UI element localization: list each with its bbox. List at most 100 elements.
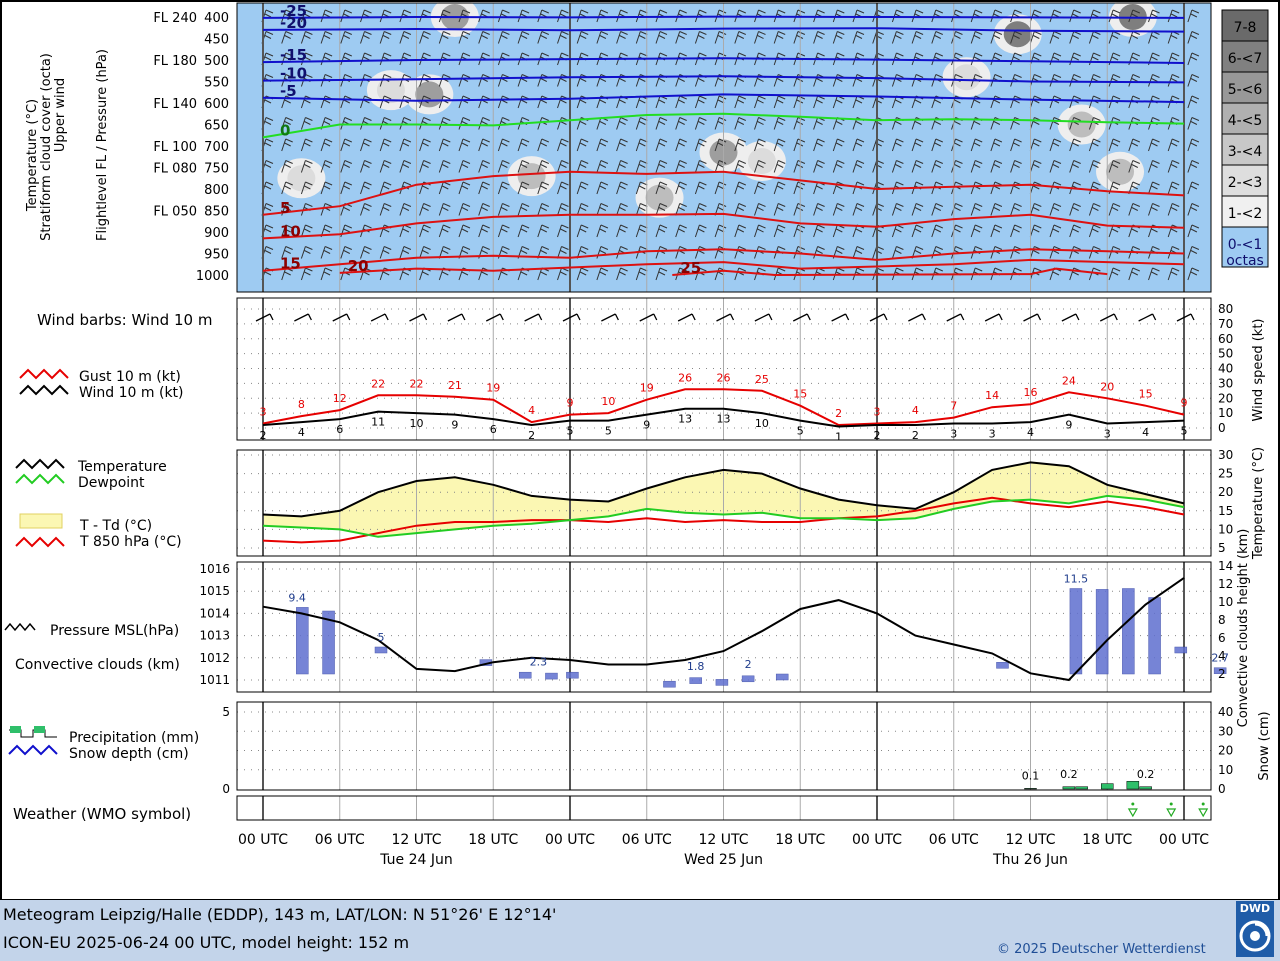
wind-barb-upper [478,31,490,44]
wind-barb-upper [1128,267,1140,281]
wind-barb-upper [773,138,786,152]
wind-barb-upper [616,224,628,238]
wind-data-label: 11 [371,416,385,429]
wind-barb-upper [360,52,372,66]
wind-barb-upper [458,203,471,216]
convective-bar [741,675,755,683]
wind-frame [236,297,1212,441]
wind-barb-upper [1148,203,1160,216]
wind-barb-upper [754,138,766,152]
wind-barb-upper [517,224,530,238]
isotherm [262,75,1185,84]
isotherm-label: -25 [280,2,307,20]
wind-barb-upper [1088,203,1101,216]
wind-barb-upper [813,203,825,216]
wind-barb-upper [1069,160,1081,173]
wind-barb-upper [1049,224,1062,238]
t850-legend-label: T 850 hPa (°C) [79,534,182,550]
temp-frame [236,449,1212,557]
temperature-panel: 5 10 15 20 25 30 Temperature (°C) TemperatureDe… [15,447,1266,560]
wind-barb-upper [1010,138,1022,152]
wind-barb-upper [1187,31,1200,44]
temp-tick-label: 30 [1218,448,1233,462]
flight-level-label: FL 140 [153,97,197,112]
wind-barb-upper [596,224,609,238]
wind-tick-label: 50 [1218,347,1233,361]
wind-data-label: 3 [989,428,996,441]
wind-barb-upper [773,224,786,238]
wind-barb-upper [596,246,609,259]
wind-data-label: 4 [298,426,305,439]
gust-data-label: 14 [985,389,999,402]
pressure-tick-label: 1012 [199,651,230,665]
wind-data-label: 10 [410,417,424,430]
wind-barb-upper [438,160,451,173]
wind-barb-upper [537,160,549,173]
wind-barb-upper [1167,74,1180,87]
wind-barb-upper [1187,160,1200,173]
wind-data-label: 9 [451,419,458,432]
wind-barb-upper [478,138,490,152]
gust-data-label: 26 [678,371,692,384]
wind-barb-upper [576,138,589,152]
time-tick-label: 00 UTC [238,832,288,848]
wind-barb-upper [478,203,490,216]
wind-barb-upper [517,181,530,195]
flight-level-label: FL 050 [153,205,197,220]
wind-barb-upper [399,138,412,152]
convective-label: 2 [745,658,752,671]
wind-barb-upper [360,160,372,173]
convective-bar [1148,597,1161,675]
gust-data-label: 7 [950,400,957,413]
wind-barb-10m [485,313,504,322]
wind-barb-upper [813,160,825,173]
wind-barb-upper [754,95,766,109]
wind-barb-upper [1010,203,1022,216]
wind-barb-upper [1088,160,1101,173]
precip-label: 0.2 [1060,768,1078,781]
wind-barb-upper [1167,203,1180,216]
wind-barb-10m [639,313,658,322]
wind-barb-10m [1138,313,1157,322]
wind-barb-upper [517,160,530,173]
gust-data-label: 22 [410,377,424,390]
wind-barb-upper [300,31,313,44]
snow-legend-icon [8,744,58,756]
temperature-line [262,461,1185,518]
wind-barb-upper [852,203,865,216]
wind-barb-10m [792,313,811,322]
gust-data-label: 9 [567,397,574,410]
convective-bar [374,646,388,654]
wind-barb-upper [675,117,687,130]
wind-barb-upper [675,181,687,195]
convective-bar [1095,589,1109,675]
gust-data-label: 21 [448,379,462,392]
wind-barb-upper [970,203,983,216]
isotherm-label: 5 [280,199,290,217]
wind-barb-upper [596,31,609,44]
wind-barb-upper [438,138,451,152]
wind-barb-upper [1148,181,1160,195]
wind-barb-upper [852,138,865,152]
time-tick-label: 12 UTC [698,832,748,848]
wind-barb-10m [1023,313,1042,322]
wind-barb-upper [990,31,1003,44]
precip-bar [1139,786,1152,790]
cloud-legend-label: 4-<5 [1228,113,1263,129]
pressure-legend-label: Pressure MSL(hPa) [50,623,179,639]
flight-level-label: FL 080 [153,162,197,177]
precip-label: 0.2 [1137,768,1155,781]
t850-legend-icon [15,536,65,548]
pressure-tick-label: 1016 [199,562,230,576]
wind-data-label: 2 [874,429,881,442]
wind-barb-upper [1049,117,1062,130]
wind-barb-upper [557,160,569,173]
wind-barb-upper [1167,267,1180,281]
wind-barb-upper [1187,95,1200,109]
wind-barb-upper [931,224,943,238]
wind-barb-upper [300,138,313,152]
wind-barb-10m [255,313,274,322]
wind-barb-upper [1108,74,1121,87]
cyclone-icon [1239,920,1271,952]
precip-bar [1075,786,1088,790]
